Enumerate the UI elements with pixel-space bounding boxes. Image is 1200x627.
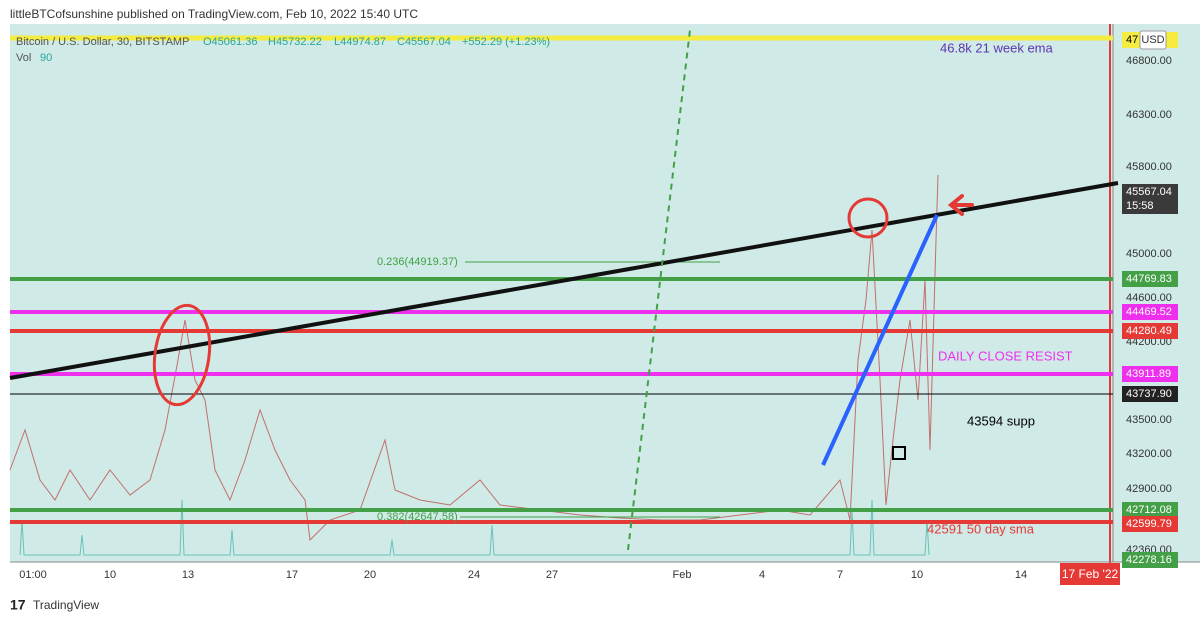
trend-line <box>821 214 939 466</box>
circle-drawing <box>152 303 212 407</box>
legend-change: +552.29 (+1.23%) <box>462 36 550 48</box>
price-tick-label: 45800.00 <box>1126 161 1172 173</box>
annotation: 42591 50 day sma <box>927 521 1035 536</box>
legend-close: C45567.04 <box>397 36 451 48</box>
price-label-box <box>1122 198 1178 214</box>
time-tick-label: 20 <box>364 569 376 581</box>
price-label: 47 <box>1126 34 1138 46</box>
price-path <box>9 174 939 542</box>
cursor-date-box <box>1060 563 1120 585</box>
time-tick-label: 14 <box>1015 569 1027 581</box>
square-drawing <box>892 446 906 460</box>
logo-mark: 17 <box>10 597 26 613</box>
price-label-box <box>1122 386 1178 402</box>
trend-line <box>9 181 1119 380</box>
time-tick-label: 10 <box>104 569 116 581</box>
volume-label: Vol <box>16 52 31 64</box>
price-label: 43737.90 <box>1126 388 1172 400</box>
time-tick-label: 27 <box>546 569 558 581</box>
time-tick-label: Feb <box>673 569 692 581</box>
legend-low: L44974.87 <box>334 36 386 48</box>
price-label: 43911.89 <box>1126 368 1171 380</box>
annotation: DAILY CLOSE RESIST <box>938 348 1073 363</box>
time-tick-label: 24 <box>468 569 480 581</box>
price-label: 44469.52 <box>1126 306 1172 318</box>
price-tick-label: 46300.00 <box>1126 109 1172 121</box>
arrow-drawing <box>947 194 974 216</box>
header: littleBTCofsunshine published on Trading… <box>10 7 418 21</box>
price-axis-pane <box>1113 24 1200 562</box>
price-label: 42599.79 <box>1126 518 1172 530</box>
price-label-box <box>1122 184 1178 200</box>
currency: USD <box>1141 34 1164 46</box>
volume-bars <box>19 499 930 556</box>
price-label: 44280.49 <box>1126 325 1172 337</box>
time-tick-label: 4 <box>759 569 765 581</box>
circle-drawing <box>847 197 889 239</box>
price-tick-label: 46800.00 <box>1126 55 1172 67</box>
time-axis: 01:00 10 13 17 20 24 27 Feb 4 7 10 14 <box>19 569 1027 581</box>
price-tick-label: 43200.00 <box>1126 448 1172 460</box>
chart-pane <box>10 24 1113 562</box>
fib-label: 0.236(44919.37) <box>377 256 458 268</box>
time-tick-label: 7 <box>837 569 843 581</box>
price-label-box <box>1122 304 1178 320</box>
cursor-date: 17 Feb '22 <box>1062 567 1119 581</box>
currency-box <box>1139 30 1167 50</box>
price-label-box <box>1122 271 1178 287</box>
price-label: 44769.83 <box>1126 273 1172 285</box>
legend-open: O45061.36 <box>203 36 257 48</box>
footer: TradingView <box>33 598 99 612</box>
price-tick-label: 43500.00 <box>1126 414 1172 426</box>
price-label: 42278.16 <box>1126 554 1172 566</box>
price-tick-label: 45000.00 <box>1126 248 1172 260</box>
annotation: 43594 supp <box>967 413 1035 428</box>
fib-label: 0.382(42647.58) <box>377 511 458 523</box>
time-tick-label: 10 <box>911 569 923 581</box>
price-tick-label: 42900.00 <box>1126 483 1172 495</box>
price-label-box <box>1122 552 1178 568</box>
price-label: 45567.04 <box>1126 186 1172 198</box>
price-label-box <box>1122 323 1178 339</box>
price-labels: 47 45567.04 15:58 44769.83 44469.52 44280.49 4… <box>1122 32 1178 568</box>
time-tick-label: 17 <box>286 569 298 581</box>
price-label: 15:58 <box>1126 200 1154 212</box>
annotation: 46.8k 21 week ema <box>940 40 1054 55</box>
price-label: 42712.08 <box>1126 504 1172 516</box>
price-label-box <box>1122 502 1178 518</box>
price-tick-label: 44600.00 <box>1126 292 1172 304</box>
legend-symbol: Bitcoin / U.S. Dollar, 30, BITSTAMP <box>16 36 189 48</box>
time-tick-label: 01:00 <box>19 569 47 581</box>
legend-high: H45732.22 <box>268 36 322 48</box>
price-label-box <box>1122 516 1178 532</box>
volume-value: 90 <box>40 52 52 64</box>
price-label-box <box>1122 366 1178 382</box>
time-tick-label: 13 <box>182 569 194 581</box>
